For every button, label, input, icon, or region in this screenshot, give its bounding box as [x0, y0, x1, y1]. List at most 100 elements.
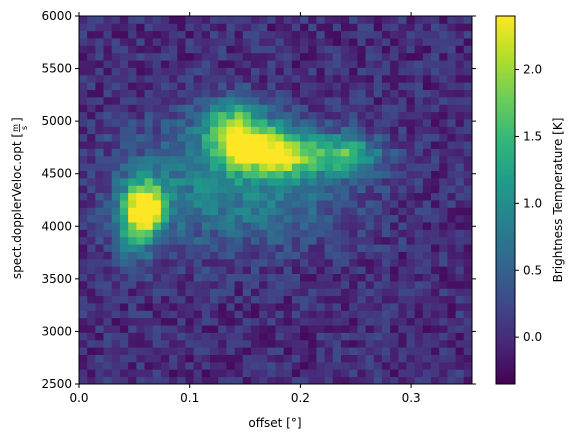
heatmap-cell [152, 45, 162, 54]
heatmap-cell [201, 280, 211, 289]
heatmap-cell [455, 111, 465, 120]
heatmap-cell [95, 111, 104, 120]
heatmap-cell [283, 45, 293, 54]
heatmap-cell [439, 74, 448, 83]
heatmap-cell [341, 244, 350, 252]
heatmap-cell [226, 251, 235, 260]
heatmap-cell [357, 170, 366, 179]
heatmap-cell [259, 214, 268, 223]
heatmap-cell [316, 52, 326, 61]
heatmap-cell [373, 361, 383, 370]
heatmap-cell [144, 45, 154, 54]
heatmap-cell [398, 347, 407, 355]
heatmap-cell [406, 251, 416, 260]
heatmap-cell [226, 332, 235, 341]
heatmap-cell [316, 89, 326, 98]
heatmap-cell [381, 111, 391, 120]
heatmap-cell [136, 192, 145, 201]
heatmap-cell [210, 111, 219, 120]
heatmap-cell [324, 207, 334, 216]
heatmap-cell [357, 119, 366, 127]
heatmap-cell [234, 200, 244, 208]
heatmap-cell [291, 177, 301, 186]
heatmap-cell [455, 229, 465, 238]
heatmap-cell [439, 163, 448, 171]
heatmap-cell [308, 325, 317, 333]
heatmap-cell [177, 111, 186, 120]
heatmap-cell [111, 104, 121, 113]
heatmap-cell [414, 251, 424, 260]
heatmap-cell [267, 177, 276, 186]
heatmap-cell [144, 155, 154, 164]
heatmap-cell [250, 280, 260, 289]
heatmap-cell [324, 89, 334, 98]
heatmap-cell [226, 60, 235, 68]
heatmap-cell [283, 67, 293, 76]
heatmap-cell [414, 170, 424, 179]
heatmap-cell [341, 23, 350, 32]
heatmap-cell [422, 177, 432, 186]
heatmap-cell [136, 52, 145, 61]
heatmap-cell [201, 16, 211, 24]
heatmap-cell [128, 67, 137, 76]
heatmap-cell [332, 376, 342, 385]
heatmap-cell [349, 96, 358, 105]
heatmap-cell [234, 295, 244, 304]
heatmap-cell [111, 16, 121, 24]
heatmap-cell [300, 177, 309, 186]
heatmap-cell [79, 185, 88, 194]
heatmap-cell [447, 369, 457, 378]
heatmap-cell [275, 214, 285, 223]
heatmap-cell [185, 52, 195, 61]
heatmap-cell [431, 339, 440, 348]
heatmap-cell [169, 288, 178, 297]
y-axis-label-fraction: m [11, 124, 20, 132]
heatmap-cell [300, 317, 309, 326]
heatmap-cell [234, 30, 244, 39]
heatmap-cell [381, 141, 391, 149]
heatmap-cell [234, 104, 244, 113]
heatmap-cell [242, 369, 252, 378]
heatmap-cell [111, 96, 121, 105]
heatmap-cell [283, 266, 293, 274]
heatmap-cell [250, 60, 260, 68]
heatmap-cell [324, 347, 334, 355]
heatmap-cell [79, 89, 88, 98]
heatmap-cell [160, 303, 170, 311]
heatmap-cell [365, 155, 375, 164]
heatmap-cell [414, 303, 424, 311]
heatmap-cell [79, 361, 88, 370]
heatmap-cell [316, 104, 326, 113]
heatmap-cell [414, 369, 424, 378]
heatmap-cell [275, 347, 285, 355]
heatmap-cell [267, 266, 276, 274]
heatmap-cell [349, 60, 358, 68]
heatmap-cell [316, 251, 326, 260]
heatmap-cell [414, 38, 424, 46]
heatmap-cell [414, 60, 424, 68]
heatmap-cell [275, 45, 285, 54]
heatmap-cell [332, 251, 342, 260]
heatmap-cell [275, 177, 285, 186]
heatmap-cell [119, 126, 129, 135]
heatmap-cell [349, 288, 358, 297]
heatmap-cell [439, 38, 448, 46]
heatmap-cell [357, 45, 366, 54]
heatmap-cell [308, 280, 317, 289]
heatmap-cell [128, 273, 137, 282]
heatmap-cell [283, 141, 293, 149]
heatmap-cell [455, 38, 465, 46]
heatmap-cell [357, 347, 366, 355]
heatmap-cell [152, 60, 162, 68]
heatmap-cell [267, 96, 276, 105]
heatmap-cell [177, 52, 186, 61]
heatmap-cell [128, 354, 137, 363]
heatmap-cell [169, 229, 178, 238]
heatmap-cell [341, 339, 350, 348]
heatmap-cell [283, 361, 293, 370]
heatmap-cell [447, 258, 457, 267]
heatmap-cell [316, 273, 326, 282]
heatmap-cell [218, 354, 227, 363]
heatmap-cell [422, 207, 432, 216]
heatmap-cell [250, 148, 260, 157]
